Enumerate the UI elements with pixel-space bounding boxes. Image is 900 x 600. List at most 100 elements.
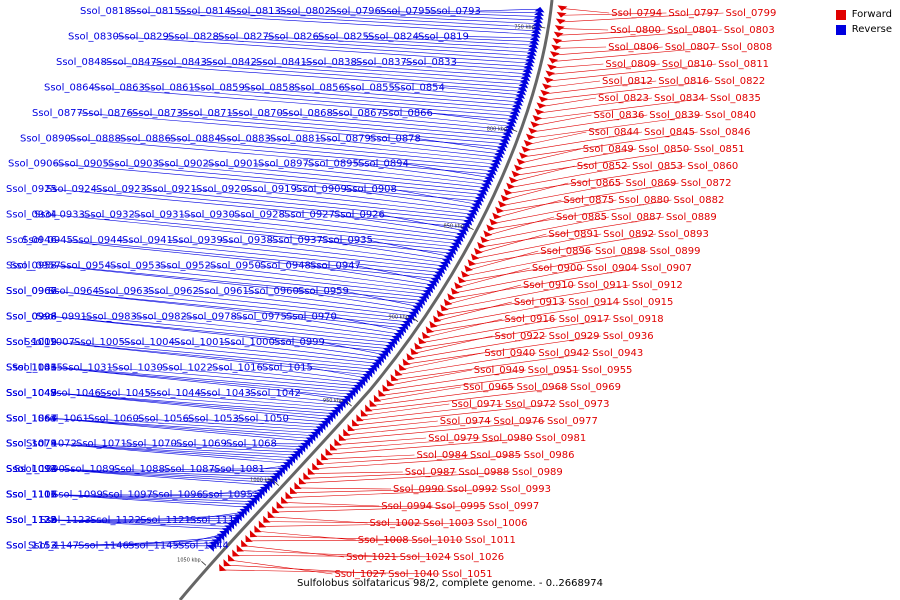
reverse-gene-label: Ssol_0818: [80, 6, 131, 17]
forward-leader-line: [539, 97, 653, 114]
forward-gene-label: Ssol_1026: [453, 552, 504, 563]
forward-gene-label: Ssol_0807: [665, 42, 716, 53]
forward-gene-label: Ssol_0844: [588, 127, 639, 138]
reverse-gene-arrow: [508, 113, 519, 121]
reverse-gene-arrow: [517, 85, 528, 92]
reverse-gene-label: Ssol_1068: [226, 439, 277, 450]
forward-leader-line: [523, 131, 698, 158]
forward-gene-label: Ssol_0985: [470, 450, 521, 461]
forward-gene-label: Ssol_0892: [603, 229, 654, 240]
reverse-leader-line: [375, 10, 538, 17]
reverse-gene-label: Ssol_1090: [14, 464, 65, 475]
scale-tick: [274, 481, 280, 486]
reverse-leader-line: [275, 10, 537, 24]
reverse-gene-label: Ssol_1041: [6, 362, 57, 373]
reverse-gene-label: Ssol_0894: [358, 159, 409, 170]
reverse-leader-line: [291, 188, 474, 212]
gene-labels: Ssol_0793Ssol_0795Ssol_0796Ssol_0802Ssol…: [6, 6, 776, 580]
forward-leader-line: [507, 165, 686, 194]
reverse-leader-line: [401, 61, 527, 71]
forward-leader-line: [417, 318, 611, 349]
reverse-leader-line: [51, 417, 313, 436]
reverse-leader-line: [463, 36, 535, 39]
reverse-gene-label: Ssol_0901: [208, 159, 259, 170]
forward-gene-label: Ssol_0869: [625, 178, 676, 189]
forward-gene-arrow: [378, 389, 386, 397]
reverse-gene-arrow: [456, 231, 466, 239]
reverse-leader-line: [403, 163, 489, 178]
forward-gene-arrow: [534, 108, 545, 116]
reverse-gene-label: Ssol_1145: [128, 541, 179, 552]
reverse-leader-line: [177, 112, 505, 141]
forward-gene-arrow: [421, 331, 431, 339]
scale-tick-label: 950 kbp: [323, 398, 343, 404]
forward-gene-label: Ssol_0880: [618, 195, 669, 206]
forward-leader-line: [436, 301, 512, 322]
reverse-gene-label: Ssol_1125: [6, 515, 57, 526]
reverse-leader-line: [307, 367, 365, 378]
reverse-leader-line: [93, 290, 408, 322]
forward-leader-line: [363, 403, 450, 416]
reverse-gene-label: Ssol_1092: [6, 464, 57, 475]
reverse-gene-arrow: [531, 28, 542, 35]
forward-leader-line: [270, 516, 368, 524]
reverse-gene-label: Ssol_0888: [70, 133, 121, 144]
reverse-leader-line: [105, 265, 424, 298]
reverse-gene-label: Ssol_0920: [196, 184, 247, 195]
reverse-gene-label: Ssol_0895: [308, 159, 359, 170]
reverse-gene-arrow: [494, 151, 504, 159]
forward-gene-arrow: [316, 457, 324, 466]
forward-leader-line: [409, 335, 547, 360]
reverse-leader-line: [51, 392, 331, 417]
reverse-gene-label: Ssol_1097: [102, 490, 153, 501]
reverse-gene-label: Ssol_1007: [24, 337, 75, 348]
forward-gene-arrow: [406, 353, 415, 361]
forward-leader-line: [559, 29, 665, 36]
reverse-leader-line: [51, 188, 465, 228]
forward-leader-line: [535, 114, 592, 126]
reverse-leader-line: [277, 112, 508, 134]
reverse-gene-label: Ssol_0815: [130, 6, 181, 17]
reverse-gene-label: Ssol_0854: [394, 82, 445, 93]
reverse-gene-label: Ssol_0941: [122, 235, 173, 246]
reverse-leader-line: [51, 316, 388, 349]
reverse-gene-label: Ssol_0964: [48, 286, 99, 297]
reverse-gene-label: Ssol_0826: [268, 31, 319, 42]
forward-swatch: [835, 9, 846, 20]
reverse-gene-label: Ssol_1117: [190, 515, 241, 526]
forward-gene-label: Ssol_1040: [388, 569, 439, 580]
reverse-leader-line: [53, 163, 478, 202]
forward-gene-arrow: [425, 326, 434, 334]
forward-gene-arrow: [272, 506, 280, 514]
reverse-gene-label: Ssol_0814: [180, 6, 231, 17]
forward-gene-arrow: [285, 491, 293, 499]
forward-leader-line: [484, 216, 610, 242]
reverse-gene-label: Ssol_0950: [210, 261, 261, 272]
reverse-gene-label: Ssol_1105: [6, 490, 57, 501]
reverse-gene-label: Ssol_1043: [200, 388, 251, 399]
forward-gene-label: Ssol_0803: [724, 25, 775, 36]
reverse-leader-line: [303, 163, 486, 185]
reverse-gene-arrow: [532, 21, 543, 28]
reverse-leader-line: [203, 163, 483, 192]
forward-gene-arrow: [470, 253, 480, 261]
reverse-leader-line: [107, 367, 356, 389]
reverse-gene-label: Ssol_0843: [156, 57, 207, 68]
forward-leader-line: [252, 535, 410, 541]
reverse-gene-label: Ssol_1107: [6, 490, 57, 501]
reverse-leader-line: [263, 36, 532, 53]
reverse-gene-label: Ssol_0903: [108, 159, 159, 170]
forward-leader-line: [552, 63, 604, 69]
forward-gene-label: Ssol_1027: [334, 569, 385, 580]
forward-gene-label: Ssol_0823: [598, 93, 649, 104]
reverse-leader-line: [103, 163, 480, 198]
reverse-leader-line: [95, 392, 336, 412]
forward-leader-line: [440, 284, 630, 316]
reverse-leader-line: [51, 367, 348, 398]
reverse-gene-label: Ssol_0946: [6, 235, 57, 246]
forward-gene-label: Ssol_0918: [613, 314, 664, 325]
forward-gene-label: Ssol_0899: [650, 246, 701, 257]
scale-tick: [539, 26, 546, 29]
forward-leader-line: [541, 97, 597, 107]
reverse-gene-arrow: [534, 10, 545, 17]
